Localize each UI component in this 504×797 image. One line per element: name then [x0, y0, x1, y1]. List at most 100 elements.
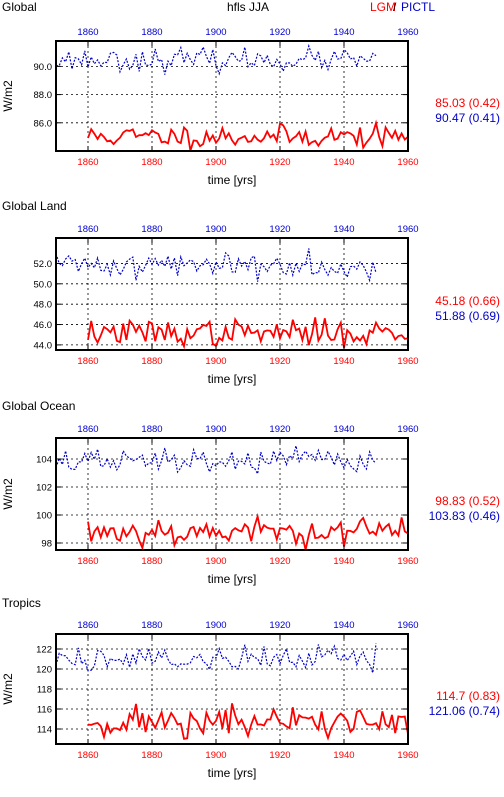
series-line-pictl	[55, 43, 377, 76]
y-tick-label: 118	[37, 685, 52, 696]
x-tick-label-bottom: 1880	[141, 356, 162, 367]
y-tick-label: 90.0	[34, 62, 53, 73]
x-tick-label-top: 1920	[269, 620, 290, 631]
x-tick-label-top: 1900	[205, 27, 226, 38]
x-tick-label-top: 1960	[397, 424, 418, 435]
x-tick-label-top: 1960	[397, 27, 418, 38]
x-tick-label-top: 1900	[205, 620, 226, 631]
stat-label-lgm: 114.7 (0.83)	[436, 689, 500, 703]
x-tick-label-top: 1940	[333, 224, 354, 235]
y-tick-label: 104	[36, 455, 52, 466]
x-tick-label-top: 1860	[77, 620, 98, 631]
panel-title: Global Ocean	[2, 399, 75, 413]
x-tick-label-bottom: 1920	[269, 157, 290, 168]
y-tick-label: 44.0	[34, 340, 53, 351]
x-tick-label-bottom: 1880	[141, 157, 162, 168]
x-tick-label-top: 1940	[333, 27, 354, 38]
y-tick-label: 120	[36, 665, 52, 676]
y-tick-label: 50.0	[34, 279, 53, 290]
x-tick-label-top: 1920	[269, 27, 290, 38]
y-tick-label: 98	[41, 539, 52, 550]
y-axis-label: W/m2	[1, 478, 15, 510]
plot-frame	[55, 437, 409, 551]
x-tick-label-bottom: 1960	[397, 356, 418, 367]
x-tick-label-bottom: 1920	[269, 556, 290, 567]
panel-3: Tropics 1860 1860 1880 1880 1900 1900 1920 1920 1…	[1, 596, 500, 780]
panel-0: 1860 1860 1880 1880 1900 1900 1920 1920 1940 1940…	[1, 27, 500, 187]
x-tick-label-top: 1880	[141, 424, 162, 435]
x-tick-label-bottom: 1960	[397, 157, 418, 168]
panel-2: Global Ocean1860186018801880190019001920…	[1, 399, 500, 586]
panel-title: Global Land	[2, 199, 67, 213]
x-axis-label: time [yrs]	[208, 372, 257, 386]
panel-1: Global Land 1860 1860 1880 1880 1900 1900 1920 1…	[2, 199, 500, 386]
series-line-lgm	[87, 119, 409, 151]
x-tick-label-top: 1960	[397, 224, 418, 235]
x-tick-label-top: 1880	[141, 620, 162, 631]
legend-lgm: LGM	[370, 0, 396, 14]
x-axis-label: time [yrs]	[208, 572, 257, 586]
x-tick-label-bottom: 1940	[333, 356, 354, 367]
plot-frame	[55, 237, 409, 351]
x-tick-label-top: 1940	[333, 620, 354, 631]
y-tick-label: 122	[36, 645, 52, 656]
x-tick-label-top: 1900	[205, 224, 226, 235]
series-line-lgm	[87, 512, 409, 551]
stat-label-pictl: 103.83 (0.46)	[429, 509, 500, 523]
series-line-lgm	[87, 316, 409, 350]
series-line-pictl	[55, 643, 377, 674]
x-tick-label-bottom: 1860	[77, 157, 98, 168]
x-tick-label-bottom: 1920	[269, 750, 290, 761]
y-tick-label: 88.0	[34, 90, 53, 101]
x-tick-label-top: 1960	[397, 620, 418, 631]
x-tick-label-bottom: 1900	[205, 157, 226, 168]
stat-label-lgm: 45.18 (0.66)	[435, 294, 500, 308]
y-tick-label: 116	[37, 705, 52, 716]
x-tick-label-bottom: 1960	[397, 556, 418, 567]
y-tick-label: 46.0	[34, 320, 53, 331]
stat-label-pictl: 90.47 (0.41)	[435, 111, 500, 125]
x-tick-label-top: 1920	[269, 224, 290, 235]
x-tick-label-top: 1880	[141, 27, 162, 38]
x-tick-label-top: 1940	[333, 424, 354, 435]
x-tick-label-bottom: 1960	[397, 750, 418, 761]
x-tick-label-bottom: 1860	[77, 750, 98, 761]
x-tick-label-bottom: 1880	[141, 750, 162, 761]
x-tick-label-bottom: 1900	[205, 356, 226, 367]
panel-title-global-header: Global	[2, 0, 37, 14]
stat-label-lgm: 85.03 (0.42)	[435, 96, 500, 110]
x-axis-label: time [yrs]	[208, 173, 257, 187]
y-axis-label: W/m2	[1, 80, 15, 112]
y-tick-label: 114	[37, 725, 52, 736]
x-tick-label-top: 1860	[77, 27, 98, 38]
stat-label-pictl: 51.88 (0.69)	[435, 309, 500, 323]
y-tick-label: 102	[36, 483, 52, 494]
variable-label: hfls JJA	[227, 0, 269, 14]
x-tick-label-bottom: 1920	[269, 356, 290, 367]
plot-frame	[55, 40, 409, 152]
panels: 1860 1860 1880 1880 1900 1900 1920 1920 1940 1940…	[1, 27, 500, 780]
x-tick-label-bottom: 1900	[205, 556, 226, 567]
x-tick-label-bottom: 1860	[77, 556, 98, 567]
x-tick-label-bottom: 1860	[77, 356, 98, 367]
x-tick-label-top: 1880	[141, 224, 162, 235]
stat-label-pictl: 121.06 (0.74)	[429, 704, 500, 718]
x-axis-label: time [yrs]	[208, 766, 257, 780]
x-tick-label-bottom: 1940	[333, 157, 354, 168]
legend-pictl: PICTL	[401, 0, 435, 14]
series-line-pictl	[55, 248, 377, 283]
x-tick-label-top: 1920	[269, 424, 290, 435]
x-tick-label-bottom: 1900	[205, 750, 226, 761]
x-tick-label-top: 1860	[77, 224, 98, 235]
y-tick-label: 48.0	[34, 300, 53, 311]
series-line-lgm	[87, 703, 409, 741]
panel-title: Tropics	[2, 596, 41, 610]
series-line-pictl	[55, 445, 377, 476]
x-tick-label-top: 1860	[77, 424, 98, 435]
x-tick-label-top: 1900	[205, 424, 226, 435]
x-tick-label-bottom: 1940	[333, 750, 354, 761]
y-tick-label: 52.0	[34, 259, 53, 270]
x-tick-label-bottom: 1940	[333, 556, 354, 567]
y-tick-label: 86.0	[34, 118, 53, 129]
